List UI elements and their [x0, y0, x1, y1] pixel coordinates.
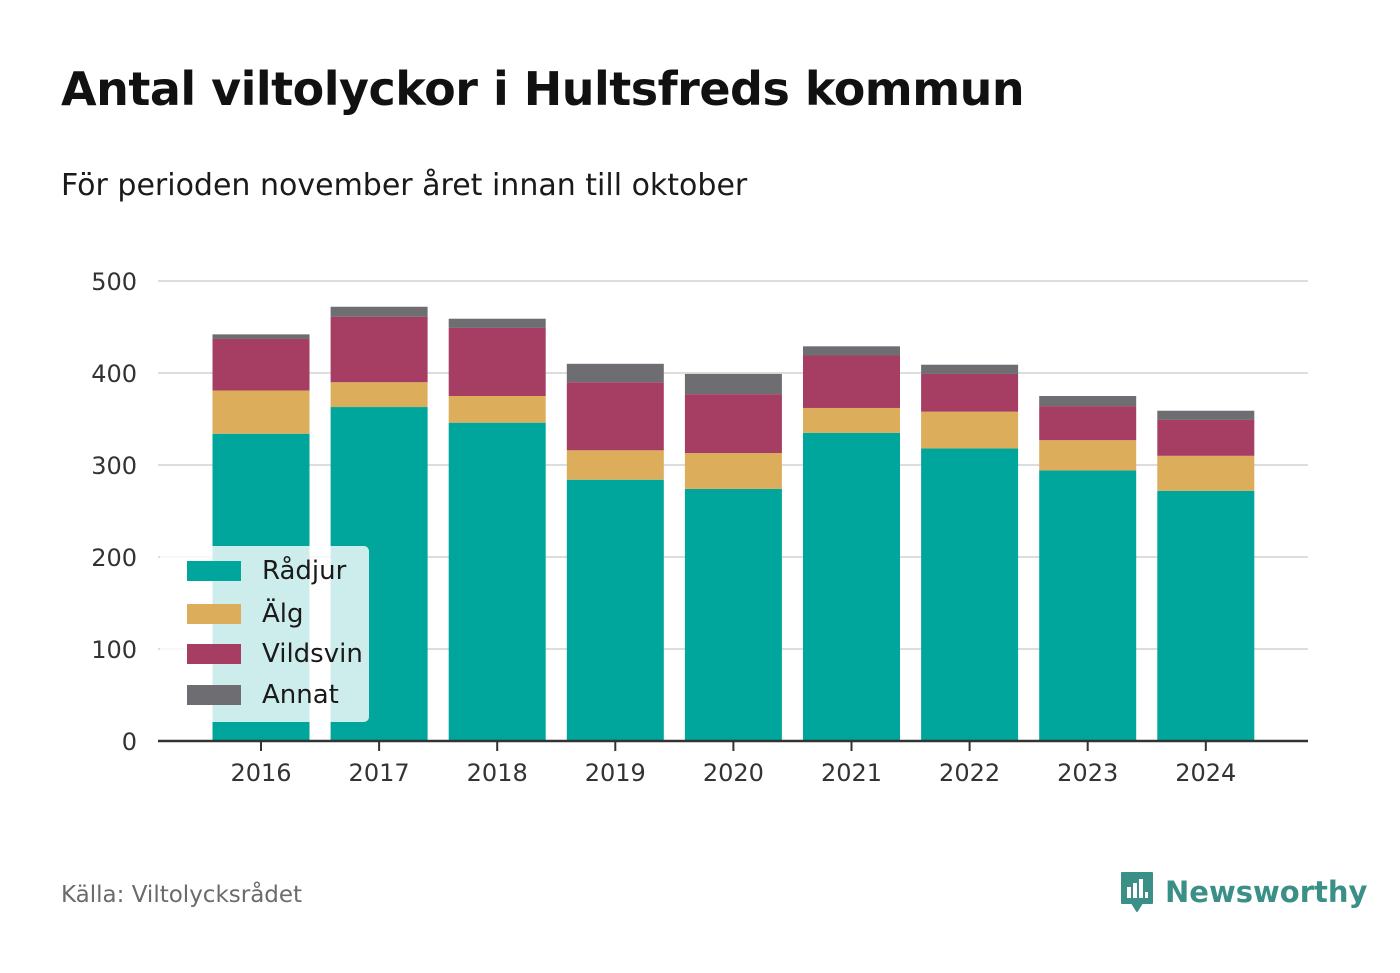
brand: Newsworthy — [1119, 870, 1367, 914]
x-tick-label: 2018 — [467, 759, 528, 787]
y-tick-label: 100 — [91, 636, 137, 664]
bar-segment — [212, 390, 310, 434]
bar-segment — [448, 422, 546, 741]
x-tick-label: 2020 — [703, 759, 764, 787]
bar-segment — [1039, 396, 1137, 407]
legend-label: Älg — [262, 599, 304, 629]
y-tick-label: 0 — [122, 728, 137, 756]
bar-segment — [684, 453, 782, 489]
x-tick-label: 2019 — [585, 759, 646, 787]
bar-segment — [1039, 440, 1137, 471]
legend-label: Vildsvin — [262, 639, 363, 669]
bar-segment — [921, 448, 1019, 741]
y-tick-label: 300 — [91, 452, 137, 480]
bar-segment — [921, 364, 1019, 374]
y-tick-label: 400 — [91, 360, 137, 388]
chart-title: Antal viltolyckor i Hultsfreds kommun — [61, 62, 1025, 116]
bar-segment — [684, 488, 782, 741]
bar-segment — [448, 396, 546, 423]
legend-label: Rådjur — [262, 556, 347, 586]
bar-segment — [1039, 470, 1137, 741]
legend-swatch — [187, 644, 241, 664]
bar-segment — [330, 382, 428, 408]
bar-segment — [1157, 455, 1255, 491]
source-note: Källa: Viltolycksrådet — [61, 882, 303, 908]
legend-swatch — [187, 685, 241, 705]
chart-legend: Rådjur Älg Vildsvin Annat — [160, 546, 369, 722]
legend-label: Annat — [262, 680, 339, 710]
bar-segment — [330, 316, 428, 383]
newsworthy-logo-icon — [1121, 872, 1153, 912]
x-tick-label: 2016 — [230, 759, 291, 787]
chart-subtitle: För perioden november året innan till ok… — [61, 168, 748, 203]
bar-segment — [566, 382, 664, 451]
bar-segment — [566, 479, 664, 741]
brand-name: Newsworthy — [1165, 875, 1368, 909]
bar-segment — [448, 327, 546, 396]
bar-segment — [566, 450, 664, 480]
x-tick-label: 2023 — [1057, 759, 1118, 787]
legend-swatch — [187, 604, 241, 624]
bar-segment — [566, 363, 664, 383]
bar-segment — [803, 407, 900, 433]
x-tick-label: 2017 — [349, 759, 410, 787]
legend-item: Älg — [187, 599, 304, 629]
x-tick-label: 2022 — [939, 759, 1000, 787]
bar-segment — [803, 355, 900, 408]
bar-segment — [921, 411, 1019, 449]
bar-segment — [921, 373, 1019, 412]
bar-segment — [803, 432, 900, 741]
legend-item: Annat — [187, 680, 339, 710]
bar-segment — [684, 394, 782, 454]
bar-segment — [803, 346, 900, 356]
bar-segment — [330, 306, 428, 317]
x-tick-label: 2021 — [821, 759, 882, 787]
bar-segment — [1039, 406, 1137, 441]
bar-segment — [1157, 419, 1255, 456]
legend-item: Rådjur — [187, 556, 346, 586]
bar-segment — [1157, 410, 1255, 420]
y-tick-label: 200 — [91, 544, 137, 572]
bar-segment — [1157, 490, 1255, 741]
bar-segment — [212, 334, 310, 339]
bar-segment — [448, 318, 546, 328]
bar-segment — [212, 338, 310, 391]
y-tick-label: 500 — [91, 268, 137, 296]
x-tick-label: 2024 — [1175, 759, 1236, 787]
legend-item: Vildsvin — [187, 639, 363, 669]
legend-swatch — [187, 561, 241, 581]
bar-segment — [684, 373, 782, 395]
